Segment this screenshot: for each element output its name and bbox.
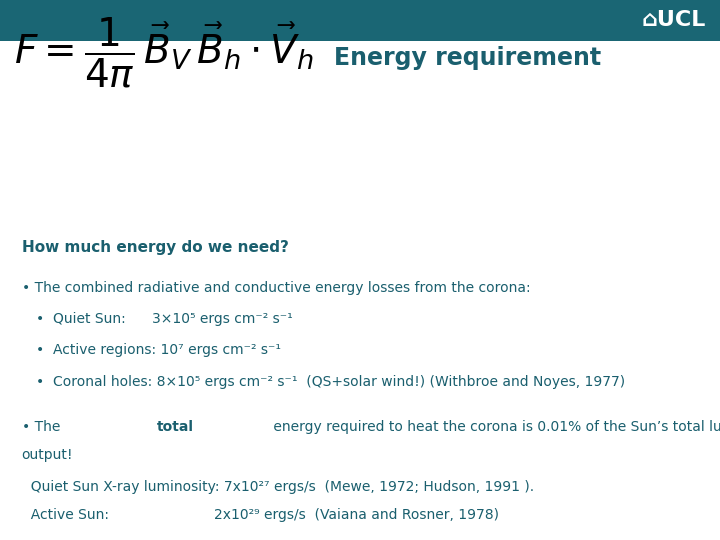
Text: • The: • The: [22, 420, 64, 434]
Text: •  Coronal holes: 8×10⁵ ergs cm⁻² s⁻¹  (QS+solar wind!) (Withbroe and Noyes, 197: • Coronal holes: 8×10⁵ ergs cm⁻² s⁻¹ (QS…: [36, 375, 625, 389]
Text: ⌂UCL: ⌂UCL: [642, 10, 706, 30]
Text: $F = \dfrac{1}{4\pi}\,\vec{B}_V\,\vec{B}_h\cdot\vec{V}_h$: $F = \dfrac{1}{4\pi}\,\vec{B}_V\,\vec{B}…: [14, 16, 314, 90]
Text: • The combined radiative and conductive energy losses from the corona:: • The combined radiative and conductive …: [22, 281, 530, 295]
Text: Energy requirement: Energy requirement: [334, 46, 602, 70]
Text: Quiet Sun X-ray luminosity: 7x10²⁷ ergs/s  (Mewe, 1972; Hudson, 1991 ).: Quiet Sun X-ray luminosity: 7x10²⁷ ergs/…: [22, 480, 534, 494]
Text: Active Sun:                        2x10²⁹ ergs/s  (Vaiana and Rosner, 1978): Active Sun: 2x10²⁹ ergs/s (Vaiana and Ro…: [22, 508, 498, 522]
FancyBboxPatch shape: [0, 0, 720, 40]
Text: How much energy do we need?: How much energy do we need?: [22, 240, 289, 255]
Text: •  Quiet Sun:      3×10⁵ ergs cm⁻² s⁻¹: • Quiet Sun: 3×10⁵ ergs cm⁻² s⁻¹: [36, 312, 293, 326]
Text: energy required to heat the corona is 0.01% of the Sun’s total luminuous: energy required to heat the corona is 0.…: [269, 420, 720, 434]
Text: total: total: [156, 420, 194, 434]
Text: •  Active regions: 10⁷ ergs cm⁻² s⁻¹: • Active regions: 10⁷ ergs cm⁻² s⁻¹: [36, 343, 281, 357]
Text: output!: output!: [22, 448, 73, 462]
